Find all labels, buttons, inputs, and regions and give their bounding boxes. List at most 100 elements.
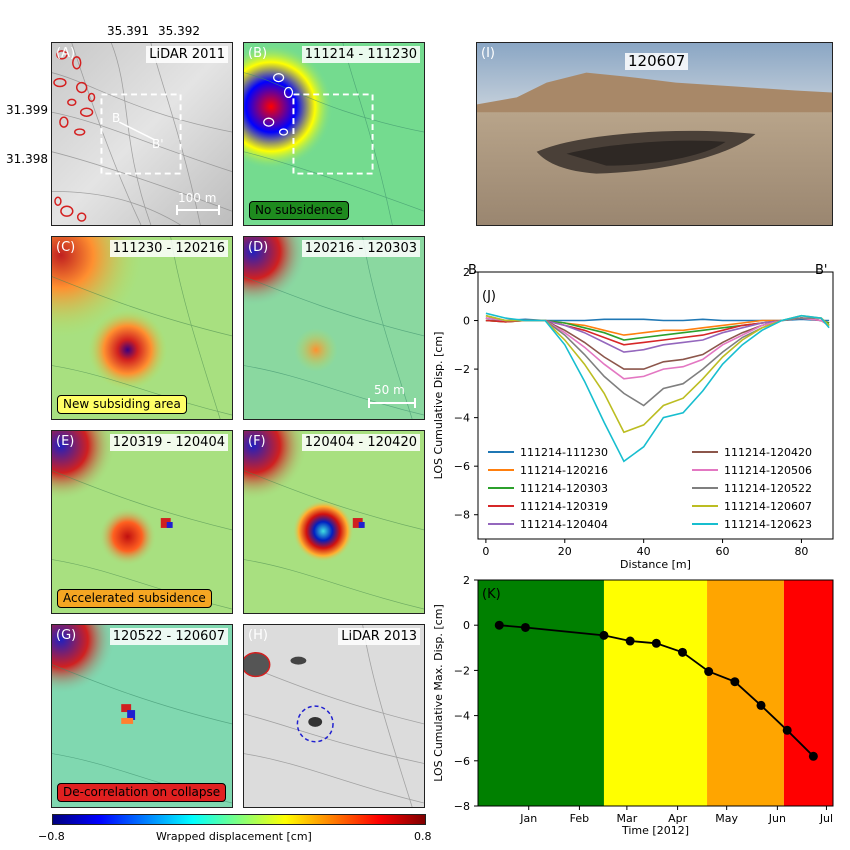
- panel-b-label: (B): [248, 46, 268, 61]
- k-background-band: [478, 580, 604, 806]
- j-y-tick-label: −8: [454, 509, 470, 522]
- j-y-tick-label: −2: [454, 363, 470, 376]
- x-coord-2: 35.392: [158, 24, 200, 38]
- j-legend-label: 111214-111230: [520, 446, 608, 459]
- j-y-tick-label: 2: [463, 266, 470, 279]
- j-corner-left: B: [468, 263, 477, 278]
- panel-g-tag: 120522 - 120607: [109, 628, 228, 645]
- j-legend-label: 111214-120303: [520, 482, 608, 495]
- j-x-tick-label: 40: [637, 545, 651, 558]
- panel-i-label: (I): [481, 46, 495, 61]
- panel-d-interferogram: (D) 120216 - 120303 50 m: [243, 236, 425, 420]
- k-y-tick-label: −8: [454, 800, 470, 813]
- panel-e-interferogram: (E) 120319 - 120404 Accelerated subsiden…: [51, 430, 233, 614]
- j-legend-label: 111214-120420: [724, 446, 812, 459]
- chart-k-frame: [477, 579, 834, 807]
- j-xlabel: Distance [m]: [620, 558, 691, 571]
- panel-h-label: (H): [248, 628, 268, 643]
- panel-e-label: (E): [56, 434, 75, 449]
- panel-d-tag: 120216 - 120303: [301, 240, 420, 257]
- j-legend-label: 111214-120404: [520, 518, 608, 531]
- colorbar-min: −0.8: [38, 830, 65, 843]
- x-coord-1: 35.391: [107, 24, 149, 38]
- sinkhole-photo: [477, 43, 832, 225]
- j-y-tick-label: 0: [463, 315, 470, 328]
- j-x-tick-label: 80: [794, 545, 808, 558]
- scale-100m-label: 100 m: [178, 191, 217, 205]
- k-data-point: [625, 636, 635, 646]
- lidar-hillshade-2013: [244, 625, 424, 807]
- j-legend-label: 111214-120319: [520, 500, 608, 513]
- k-data-point: [520, 622, 530, 632]
- panel-c-interferogram: (C) 111230 - 120216 New subsiding area: [51, 236, 233, 420]
- k-data-point: [494, 620, 504, 630]
- decorrelation-note: De-correlation on collapse: [57, 783, 227, 802]
- j-legend-label: 111214-120216: [520, 464, 608, 477]
- k-background-band: [783, 580, 833, 806]
- y-coord-1: 31.399: [6, 103, 48, 117]
- scale-50m-bar: [368, 398, 416, 408]
- colorbar-max: 0.8: [414, 830, 432, 843]
- j-x-tick-label: 20: [558, 545, 572, 558]
- panel-g-interferogram: (G) 120522 - 120607 De-correlation on co…: [51, 624, 233, 808]
- panel-h-tag: LiDAR 2013: [338, 628, 420, 645]
- j-legend-label: 111214-120506: [724, 464, 812, 477]
- panel-c-label: (C): [56, 240, 76, 255]
- photo-date-tag: 120607: [625, 53, 689, 70]
- j-panel-label: (J): [482, 289, 496, 304]
- k-data-point: [677, 647, 687, 657]
- k-y-tick-label: −4: [454, 710, 470, 723]
- interferogram-e: [52, 431, 232, 613]
- no-subsidence-note: No subsidence: [249, 201, 349, 220]
- k-panel-label: (K): [482, 587, 501, 602]
- profile-start-label: B: [112, 111, 121, 125]
- accelerated-subsidence-note: Accelerated subsidence: [57, 589, 212, 608]
- colorbar: [52, 814, 426, 825]
- k-y-tick-label: 2: [463, 574, 470, 587]
- scale-50m-label: 50 m: [374, 383, 405, 397]
- j-legend-label: 111214-120522: [724, 482, 812, 495]
- panel-e-tag: 120319 - 120404: [109, 434, 228, 451]
- j-series-line: [485, 312, 830, 463]
- j-ylabel: LOS Cumulative Disp. [cm]: [432, 332, 445, 480]
- k-background-band: [603, 580, 708, 806]
- panel-a-label: (A): [56, 46, 76, 61]
- panel-d-label: (D): [248, 240, 269, 255]
- panel-b-interferogram: (B) 111214 - 111230 No subsidence: [243, 42, 425, 226]
- k-x-tick-label: May: [715, 812, 738, 825]
- j-y-tick-label: −6: [454, 460, 470, 473]
- panel-a-tag: LiDAR 2011: [146, 46, 228, 63]
- j-legend-label: 111214-120607: [724, 500, 812, 513]
- k-x-tick-label: Feb: [570, 812, 589, 825]
- panel-b-tag: 111214 - 111230: [301, 46, 420, 63]
- k-y-tick-label: 0: [463, 619, 470, 632]
- panel-f-label: (F): [248, 434, 266, 449]
- k-x-tick-label: Apr: [668, 812, 688, 825]
- k-x-tick-label: Jun: [768, 812, 786, 825]
- interferogram-f: [244, 431, 424, 613]
- panel-h-lidar-2013: (H) LiDAR 2013: [243, 624, 425, 808]
- chart-j-frame: [477, 271, 834, 540]
- interferogram-b: [244, 43, 424, 225]
- profile-end-label: B': [152, 137, 164, 151]
- k-x-tick-label: Mar: [616, 812, 637, 825]
- lidar-hillshade-2011: [52, 43, 232, 225]
- panel-f-interferogram: (F) 120404 - 120420: [243, 430, 425, 614]
- interferogram-d: [244, 237, 424, 419]
- k-data-point: [599, 630, 609, 640]
- scale-100m-bar: [176, 205, 220, 215]
- k-x-tick-label: Jul: [819, 812, 833, 825]
- panel-i-photo: (I) 120607: [476, 42, 833, 226]
- k-x-tick-label: Jan: [519, 812, 537, 825]
- k-data-point: [756, 700, 766, 710]
- y-coord-2: 31.398: [6, 152, 48, 166]
- interferogram-g: [52, 625, 232, 807]
- k-data-point: [651, 638, 661, 648]
- panel-g-label: (G): [56, 628, 77, 643]
- k-y-tick-label: −6: [454, 755, 470, 768]
- new-subsiding-area-note: New subsiding area: [57, 395, 187, 414]
- k-data-point: [730, 677, 740, 687]
- j-x-tick-label: 60: [716, 545, 730, 558]
- k-ylabel: LOS Cumulative Max. Disp. [cm]: [432, 604, 445, 781]
